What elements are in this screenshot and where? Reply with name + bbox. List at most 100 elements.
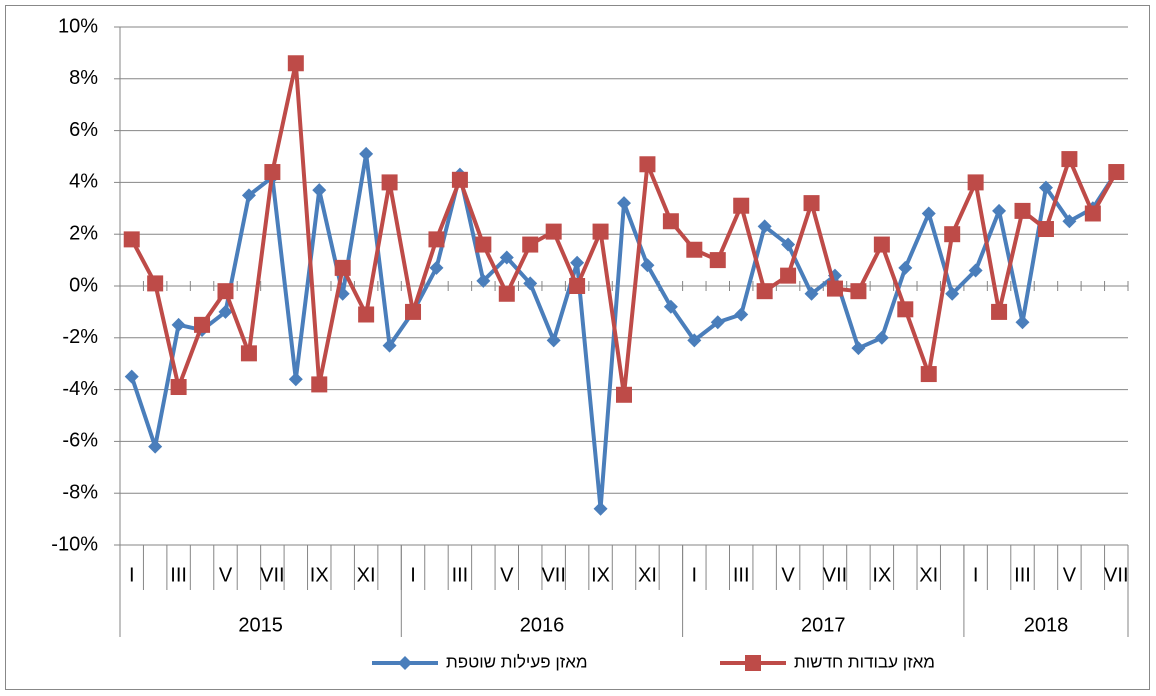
marker <box>546 333 561 348</box>
marker <box>170 379 187 396</box>
marker <box>709 252 726 269</box>
marker <box>264 164 281 181</box>
marker <box>898 260 913 275</box>
marker <box>288 372 303 387</box>
marker <box>124 369 139 384</box>
year-label: 2017 <box>801 614 846 636</box>
y-tick-label: -2% <box>62 326 98 348</box>
marker <box>617 196 631 211</box>
marker <box>639 156 656 173</box>
x-tick-label: V <box>219 564 233 586</box>
y-tick-label: 0% <box>69 274 98 296</box>
marker <box>194 316 211 333</box>
marker <box>381 174 398 191</box>
year-label: 2018 <box>1024 614 1069 636</box>
marker <box>123 231 140 248</box>
marker <box>1037 221 1054 238</box>
marker <box>522 236 539 253</box>
y-tick-label: -6% <box>62 430 98 452</box>
x-tick-label: V <box>500 564 514 586</box>
y-tick-label: 2% <box>69 222 98 244</box>
marker <box>780 267 797 284</box>
marker <box>498 285 515 302</box>
y-tick-label: 8% <box>69 67 98 89</box>
marker <box>217 283 234 300</box>
marker <box>1084 205 1101 222</box>
x-tick-label: XI <box>919 564 938 586</box>
marker <box>756 283 773 300</box>
y-tick-label: 10% <box>58 15 98 37</box>
marker <box>218 304 233 319</box>
x-tick-label: III <box>733 564 750 586</box>
marker <box>850 283 867 300</box>
marker <box>405 303 422 320</box>
marker <box>781 237 796 252</box>
marker <box>1108 164 1125 181</box>
marker <box>312 183 327 198</box>
marker <box>874 330 889 345</box>
y-tick-label: -4% <box>62 378 98 400</box>
marker <box>398 656 412 670</box>
marker <box>1015 315 1030 330</box>
marker <box>616 386 632 403</box>
y-tick-label: 4% <box>69 171 98 193</box>
marker <box>523 276 538 291</box>
marker <box>826 280 843 297</box>
x-tick-label: I <box>692 564 698 586</box>
marker <box>1062 214 1077 229</box>
marker <box>593 501 608 516</box>
x-tick-label: V <box>781 564 795 586</box>
marker <box>359 146 374 161</box>
chart-frame <box>5 5 1150 690</box>
marker <box>358 306 375 323</box>
marker <box>663 299 678 314</box>
x-tick-label: IX <box>310 564 329 586</box>
x-tick-label: V <box>1063 564 1077 586</box>
marker <box>734 307 749 322</box>
marker <box>804 286 819 301</box>
marker <box>992 203 1007 218</box>
marker <box>851 341 866 356</box>
y-tick-label: 6% <box>69 119 98 141</box>
year-label: 2016 <box>520 614 565 636</box>
marker <box>429 260 444 275</box>
marker <box>921 206 936 221</box>
x-tick-label: I <box>129 564 135 586</box>
marker <box>686 241 703 258</box>
y-tick-label: -10% <box>51 533 98 555</box>
marker <box>147 275 164 292</box>
marker <box>148 439 163 454</box>
marker <box>991 303 1008 320</box>
marker <box>287 55 304 72</box>
marker <box>710 315 725 330</box>
marker <box>592 223 609 240</box>
marker <box>499 250 514 265</box>
x-tick-label: VII <box>541 564 565 586</box>
marker <box>757 219 772 234</box>
marker <box>920 366 937 383</box>
marker <box>687 333 702 348</box>
marker <box>382 338 397 353</box>
marker <box>569 278 586 294</box>
marker <box>311 376 328 393</box>
year-label: 2015 <box>238 614 283 636</box>
legend-text: מאזן פעילות שוטפת <box>446 652 588 671</box>
x-tick-label: VII <box>823 564 847 586</box>
y-tick-label: -8% <box>62 481 98 503</box>
marker <box>241 188 256 203</box>
x-tick-label: XI <box>638 564 657 586</box>
x-tick-label: IX <box>872 564 891 586</box>
x-tick-label: III <box>1014 564 1031 586</box>
marker <box>428 231 445 248</box>
marker <box>897 301 914 318</box>
marker <box>1061 151 1078 168</box>
marker <box>570 255 585 270</box>
marker <box>240 345 257 362</box>
x-tick-label: III <box>452 564 469 586</box>
x-tick-label: I <box>973 564 979 586</box>
x-tick-label: III <box>170 564 187 586</box>
marker <box>1038 180 1053 195</box>
legend-text: מאזן עבודות חדשות <box>794 652 935 671</box>
marker <box>476 273 491 288</box>
